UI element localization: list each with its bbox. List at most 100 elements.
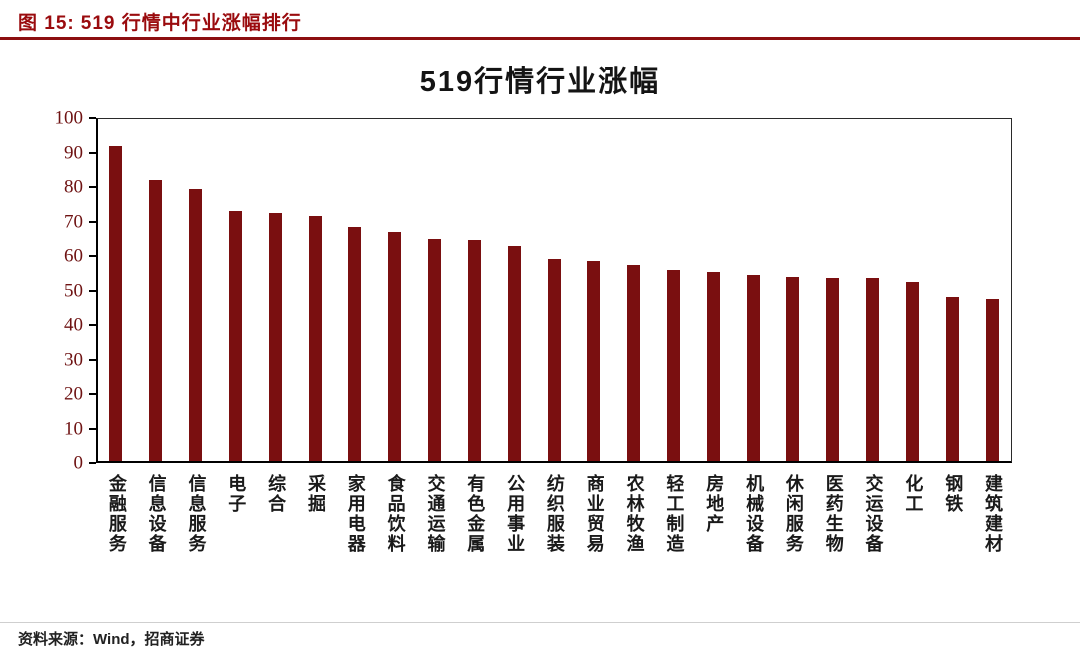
x-axis-label: 钢铁 (943, 474, 964, 514)
bar (547, 259, 561, 463)
y-axis-tick-label: 10 (64, 418, 83, 439)
bar-zone (853, 118, 893, 463)
bar-column: 纺织服装 (534, 118, 574, 554)
bar-zone (773, 118, 813, 463)
bar-column: 交运设备 (853, 118, 893, 554)
bar-zone (415, 118, 455, 463)
bar-zone (733, 118, 773, 463)
bar (109, 145, 123, 463)
bar (587, 261, 601, 463)
y-axis-tick-label: 20 (64, 383, 83, 405)
bar (428, 238, 442, 463)
figure-header: 图 15: 519 行情中行业涨幅排行 (18, 8, 302, 35)
y-axis-tickmark (89, 427, 96, 430)
bar (348, 226, 362, 463)
x-axis-label: 化工 (903, 474, 924, 514)
bar (388, 231, 402, 463)
bar-zone (136, 118, 176, 463)
x-axis-label: 农林牧渔 (624, 474, 645, 554)
y-axis-tick-label: 100 (54, 107, 84, 129)
plot-area: 金融服务 信息设备 信息服务 电子 综合 采掘 家用电器 食品饮料 交通运输 有色金属 公用事业 纺织… (96, 118, 1012, 554)
bar (667, 269, 680, 463)
figure-number-label: 图 15: (18, 13, 75, 34)
bar-column: 房地产 (693, 118, 733, 554)
bar (189, 188, 203, 463)
y-axis-tick-label: 40 (64, 314, 83, 336)
bar (826, 278, 840, 463)
bar-zone (614, 118, 654, 463)
y-axis-tickmark (89, 186, 96, 188)
x-axis-label: 家用电器 (345, 474, 366, 554)
bar-zone (295, 118, 335, 463)
x-axis-label: 交运设备 (863, 474, 884, 554)
y-axis-tickmark (89, 289, 96, 292)
y-axis-tickmark (89, 220, 96, 223)
y-axis-tickmark (89, 255, 96, 257)
y-axis-tick-label: 60 (64, 245, 83, 267)
y-axis-tick-label: 90 (64, 142, 83, 163)
bar-column: 医药生物 (813, 118, 853, 554)
bar-zone (96, 118, 136, 463)
bar-zone (255, 118, 295, 463)
bar-column: 公用事业 (494, 118, 534, 554)
bar (627, 264, 641, 463)
bar-column: 轻工制造 (654, 118, 694, 554)
y-axis-tickmark (89, 358, 96, 361)
bar-column: 电子 (215, 118, 255, 554)
y-axis-tickmark (89, 117, 96, 119)
x-axis-label: 有色金属 (465, 474, 486, 554)
x-axis-label: 建筑建材 (983, 474, 1004, 554)
bar (149, 180, 163, 463)
y-axis-tickmark (89, 324, 96, 326)
x-axis-label: 医药生物 (823, 474, 844, 554)
bar-column: 信息设备 (136, 118, 176, 554)
y-axis-tick-label: 50 (64, 280, 83, 301)
y-axis-tickmark (89, 393, 96, 395)
source-note: 资料来源：Wind，招商证券 (18, 631, 205, 648)
bar-column: 交通运输 (415, 118, 455, 554)
bar-column: 信息服务 (176, 118, 216, 554)
y-axis: 0 10 20 30 40 50 60 70 80 90 100 (50, 109, 96, 473)
x-axis-label: 信息服务 (186, 474, 207, 554)
x-axis-label: 食品饮料 (385, 474, 406, 554)
x-axis-label: 电子 (226, 474, 247, 514)
bar-column: 机械设备 (733, 118, 773, 554)
bar-column: 金融服务 (96, 118, 136, 554)
bar-zone (494, 118, 534, 463)
bar-zone (335, 118, 375, 463)
bar-zone (654, 118, 694, 463)
bar-column: 食品饮料 (375, 118, 415, 554)
bar (228, 211, 242, 463)
bar-zone (693, 118, 733, 463)
bar-zone (813, 118, 853, 463)
y-axis-tick-label: 0 (73, 452, 84, 474)
x-axis-label: 金融服务 (106, 474, 127, 554)
bar (507, 245, 521, 463)
bar-column: 家用电器 (335, 118, 375, 554)
bar-zone (972, 118, 1012, 463)
bar-chart: 0 10 20 30 40 50 60 70 80 90 100 金融服务 信息设备 信息服务 电子 综合采… (50, 109, 1012, 554)
header-divider (0, 37, 1080, 40)
bar (467, 240, 481, 463)
bar-zone (215, 118, 255, 463)
bar-zone (893, 118, 933, 463)
bar-column: 商业贸易 (574, 118, 614, 554)
bar (905, 281, 919, 463)
y-axis-tickmark (89, 462, 96, 464)
bar-zone (375, 118, 415, 463)
footer-divider (0, 622, 1080, 623)
x-axis-label: 纺织服装 (544, 474, 565, 554)
bar (746, 274, 760, 463)
x-axis-label: 采掘 (305, 474, 326, 514)
x-axis-label: 商业贸易 (584, 474, 605, 554)
x-axis-label: 综合 (266, 474, 287, 514)
bar-column: 农林牧渔 (614, 118, 654, 554)
y-axis-tick-label: 80 (64, 176, 83, 198)
bar-column: 采掘 (295, 118, 335, 554)
bar-columns: 金融服务 信息设备 信息服务 电子 综合 采掘 家用电器 食品饮料 交通运输 有色金属 公用事业 纺织… (96, 118, 1012, 554)
bar-zone (454, 118, 494, 463)
x-axis-label: 机械设备 (744, 474, 765, 554)
x-axis-label: 休闲服务 (783, 474, 804, 554)
bar-zone (932, 118, 972, 463)
bar (945, 297, 959, 463)
